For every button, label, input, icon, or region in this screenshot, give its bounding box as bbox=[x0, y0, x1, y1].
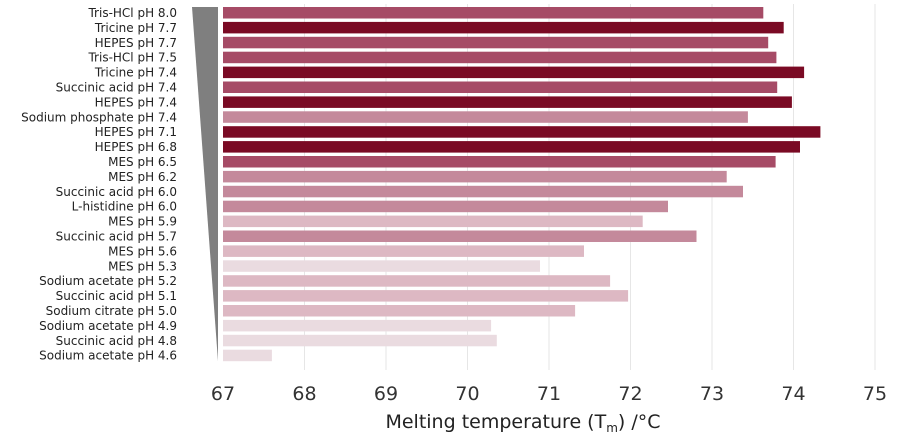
category-label: MES pH 6.5 bbox=[108, 155, 177, 169]
category-label: Sodium acetate pH 4.9 bbox=[39, 319, 177, 333]
category-label: Tricine pH 7.7 bbox=[94, 21, 177, 35]
category-label: Succinic acid pH 4.8 bbox=[56, 334, 177, 348]
category-label: L-histidine pH 6.0 bbox=[72, 200, 177, 214]
category-label: HEPES pH 7.1 bbox=[95, 125, 177, 139]
x-axis-label: Melting temperature (Tm) /°C bbox=[385, 411, 660, 435]
bar bbox=[223, 305, 576, 317]
category-label: MES pH 5.6 bbox=[108, 244, 177, 258]
bar bbox=[223, 215, 643, 228]
x-tick-label: 69 bbox=[374, 383, 398, 405]
x-tick-label: 73 bbox=[700, 383, 724, 405]
category-label: Tris-HCl pH 7.5 bbox=[87, 51, 177, 65]
bar bbox=[223, 141, 800, 153]
x-tick-label: 75 bbox=[863, 383, 887, 405]
ph-gradient-wedge bbox=[192, 7, 218, 362]
bar bbox=[223, 349, 272, 362]
x-tick-label: 72 bbox=[618, 383, 642, 405]
category-label: MES pH 6.2 bbox=[108, 170, 177, 184]
bar bbox=[223, 7, 764, 19]
x-tick-label: 70 bbox=[455, 383, 479, 405]
bar bbox=[223, 200, 668, 213]
bar bbox=[223, 111, 748, 123]
category-label: Sodium phosphate pH 7.4 bbox=[21, 110, 177, 124]
category-label: Succinic acid pH 5.7 bbox=[56, 230, 177, 244]
bar bbox=[223, 51, 777, 64]
bar bbox=[223, 319, 492, 332]
category-label: Sodium acetate pH 4.6 bbox=[39, 349, 177, 363]
category-label: HEPES pH 6.8 bbox=[95, 140, 177, 154]
x-tick-label: 67 bbox=[211, 383, 235, 405]
category-label: Tris-HCl pH 8.0 bbox=[87, 6, 177, 20]
bar bbox=[223, 66, 805, 79]
x-tick-labels: 67 68 69 70 71 72 73 74 75 bbox=[211, 383, 887, 405]
bar bbox=[223, 275, 611, 287]
bar bbox=[223, 170, 727, 183]
bar bbox=[223, 96, 792, 108]
x-axis-label-sub: m bbox=[606, 421, 618, 435]
category-label: HEPES pH 7.4 bbox=[95, 95, 177, 109]
category-label: HEPES pH 7.7 bbox=[95, 36, 177, 50]
bar bbox=[223, 230, 697, 242]
category-label: MES pH 5.3 bbox=[108, 259, 177, 273]
bar bbox=[223, 156, 776, 168]
category-label: Sodium citrate pH 5.0 bbox=[46, 304, 177, 318]
bar bbox=[223, 185, 743, 198]
bars bbox=[223, 7, 821, 362]
x-tick-label: 71 bbox=[537, 383, 561, 405]
bar bbox=[223, 245, 584, 257]
x-axis-label-main: Melting temperature (T bbox=[385, 411, 606, 433]
category-label: Succinic acid pH 6.0 bbox=[56, 185, 177, 199]
x-axis-label-tail: ) /°C bbox=[618, 411, 661, 433]
bar bbox=[223, 290, 629, 302]
bar bbox=[223, 81, 778, 93]
category-label: Sodium acetate pH 5.2 bbox=[39, 274, 177, 288]
bar bbox=[223, 260, 540, 272]
bar bbox=[223, 21, 784, 34]
x-tick-label: 74 bbox=[781, 383, 805, 405]
bar bbox=[223, 334, 497, 347]
category-label: Tricine pH 7.4 bbox=[94, 66, 177, 80]
category-label: Succinic acid pH 7.4 bbox=[56, 81, 177, 95]
bar bbox=[223, 36, 769, 49]
x-tick-label: 68 bbox=[292, 383, 316, 405]
category-label: Succinic acid pH 5.1 bbox=[56, 289, 177, 303]
category-label: MES pH 5.9 bbox=[108, 215, 177, 229]
bar bbox=[223, 126, 821, 138]
